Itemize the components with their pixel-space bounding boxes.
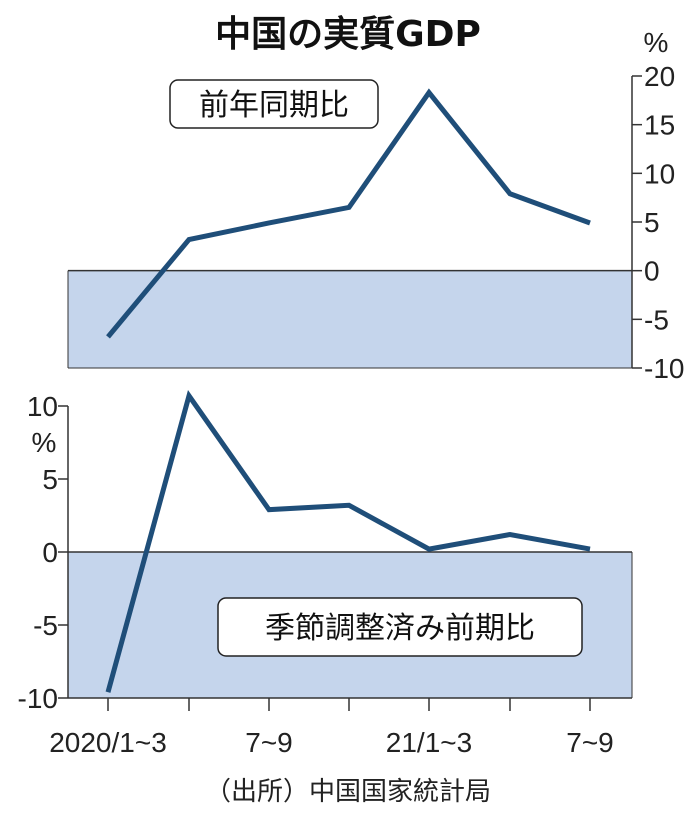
y-tick-label: 10 (644, 158, 675, 189)
y-unit-label: % (644, 27, 669, 58)
y-tick-label: 20 (644, 61, 675, 92)
source-note: （出所）中国国家統計局 (205, 777, 491, 807)
series-label-box (217, 597, 583, 657)
y-tick-label: -10 (18, 683, 58, 714)
y-tick-label: -5 (33, 610, 58, 641)
y-tick-label: 5 (644, 207, 660, 238)
y-tick-label: 10 (27, 391, 58, 422)
series-label-box (169, 79, 379, 129)
y-unit-label: % (32, 427, 57, 458)
y-tick-label: 15 (644, 110, 675, 141)
x-tick-label: 21/1~3 (386, 727, 472, 758)
x-tick-label: 2020/1~3 (49, 727, 167, 758)
series-label: 前年同期比 (199, 88, 349, 123)
negative-region (68, 270, 632, 368)
chart-title: 中国の実質GDP (215, 14, 481, 55)
x-tick-label: 7~9 (566, 727, 614, 758)
x-tick-label: 7~9 (245, 727, 293, 758)
y-tick-label: 0 (644, 256, 660, 287)
y-tick-label: 5 (42, 464, 58, 495)
y-tick-label: -5 (644, 304, 669, 335)
y-tick-label: -10 (644, 353, 684, 384)
y-tick-label: 0 (42, 537, 58, 568)
series-label: 季節調整済み前期比 (265, 611, 535, 646)
